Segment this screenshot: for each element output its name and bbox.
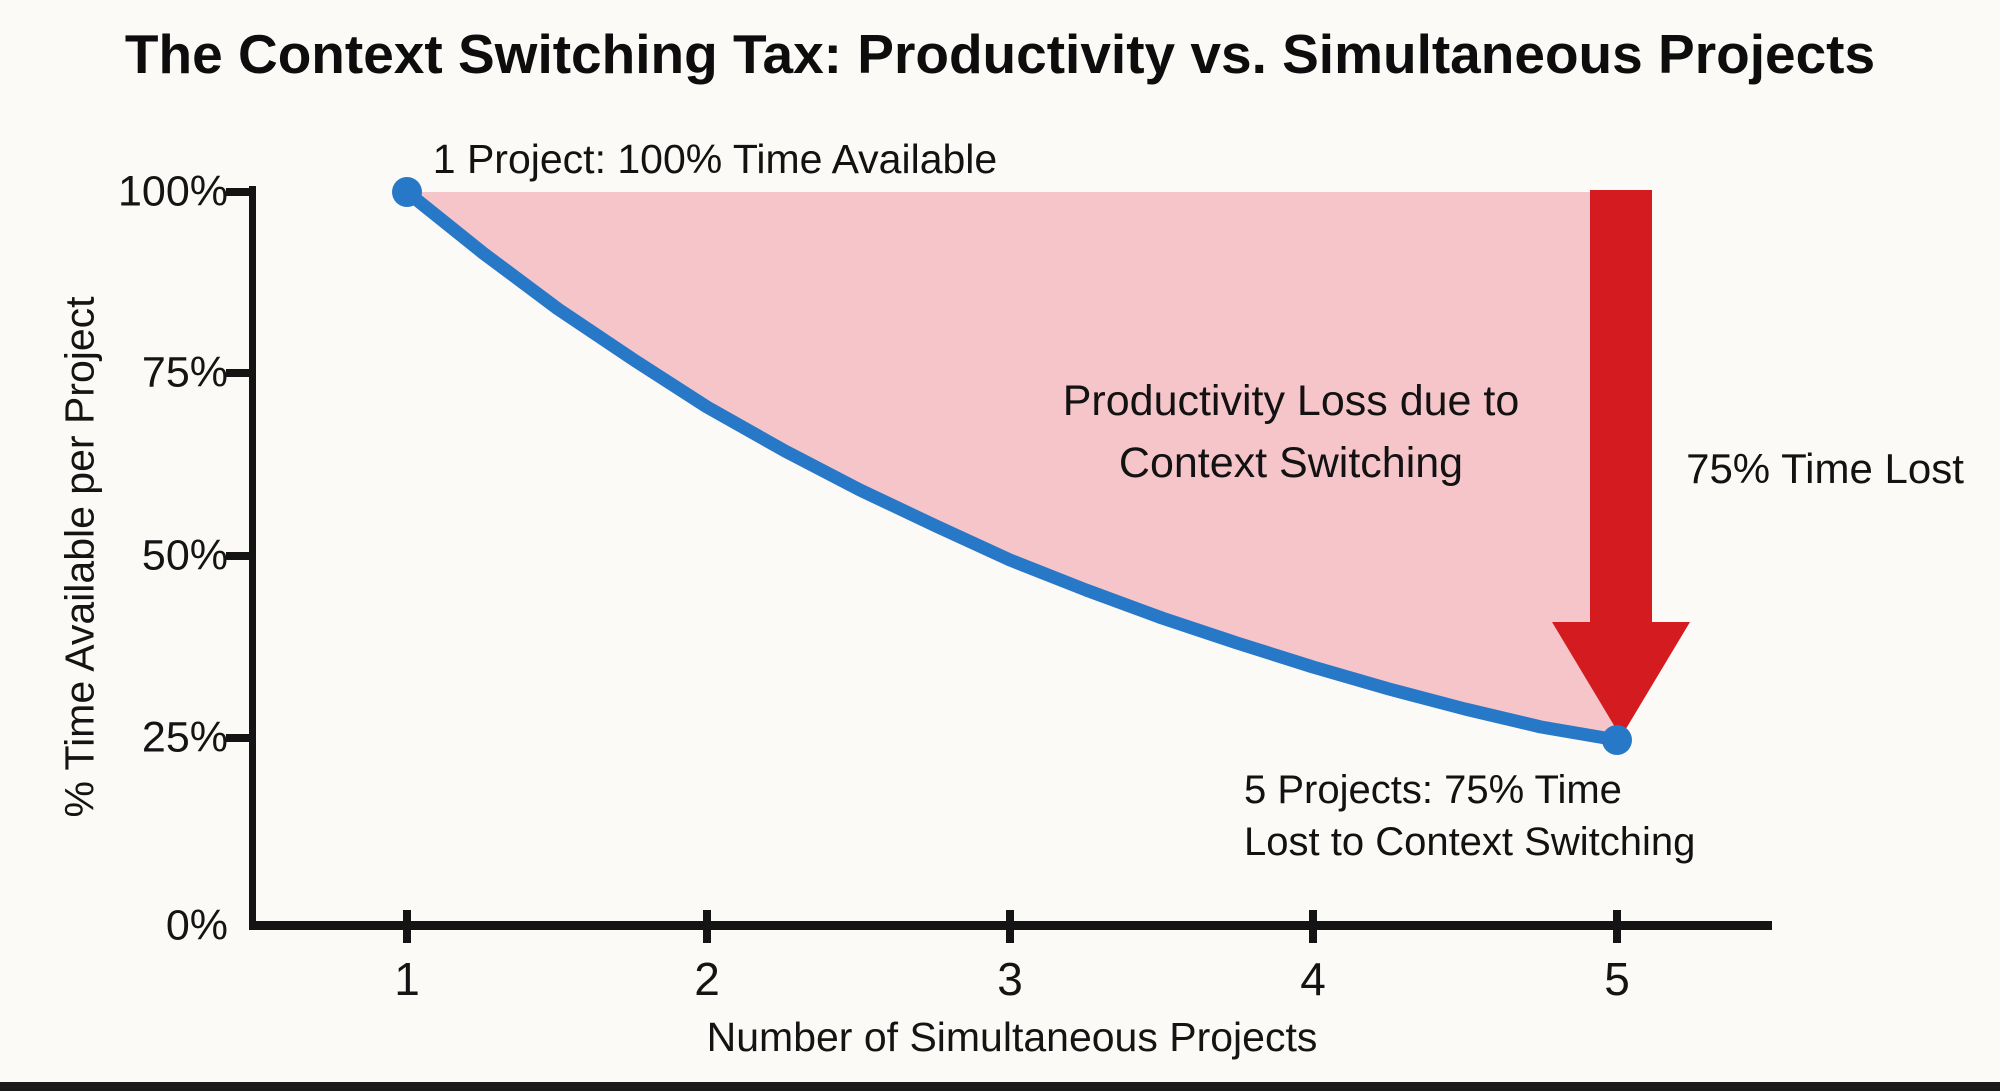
x-tick-1 [403, 910, 411, 943]
y-tick-label-0: 0% [165, 901, 228, 950]
x-tick-3 [1006, 910, 1014, 943]
y-tick-100 [226, 188, 253, 196]
y-tick-50 [226, 552, 253, 560]
x-tick-4 [1309, 910, 1317, 943]
y-tick-label-25: 25% [141, 713, 228, 762]
down-arrow-icon [1552, 190, 1690, 737]
y-tick-label-75: 75% [141, 348, 228, 397]
shaded-loss-area [407, 192, 1650, 740]
annotation-loss-line1: Productivity Loss due to [1062, 377, 1520, 425]
annotation-end-line1: 5 Projects: 75% Time [1244, 768, 1622, 812]
data-point-end [1602, 725, 1632, 755]
x-tick-label-1: 1 [394, 953, 420, 1005]
bottom-edge-strip [0, 1082, 2000, 1091]
annotation-loss-line2: Context Switching [1118, 439, 1464, 487]
y-tick-label-50: 50% [141, 531, 228, 580]
y-tick-75 [226, 369, 253, 377]
x-tick-label-5: 5 [1604, 953, 1630, 1005]
x-tick-5 [1613, 910, 1621, 943]
annotation-loss-area: Productivity Loss due to Context Switchi… [966, 370, 1616, 494]
x-tick-label-3: 3 [997, 953, 1023, 1005]
productivity-curve [400, 185, 1624, 747]
y-tick-25 [226, 734, 253, 742]
x-tick-label-4: 4 [1300, 953, 1326, 1005]
annotation-time-lost: 75% Time Lost [1686, 445, 1964, 492]
chart-title: The Context Switching Tax: Productivity … [124, 23, 1876, 85]
data-point-start [392, 177, 422, 207]
y-tick-label-100: 100% [118, 167, 228, 216]
annotation-start-point: 1 Project: 100% Time Available [432, 136, 998, 182]
x-tick-label-2: 2 [694, 953, 720, 1005]
annotation-end-point: 5 Projects: 75% Time Lost to Context Swi… [1244, 764, 1764, 868]
x-axis-label: Number of Simultaneous Projects [706, 1014, 1318, 1060]
annotation-end-line2: Lost to Context Switching [1244, 820, 1696, 864]
x-tick-2 [703, 910, 711, 943]
